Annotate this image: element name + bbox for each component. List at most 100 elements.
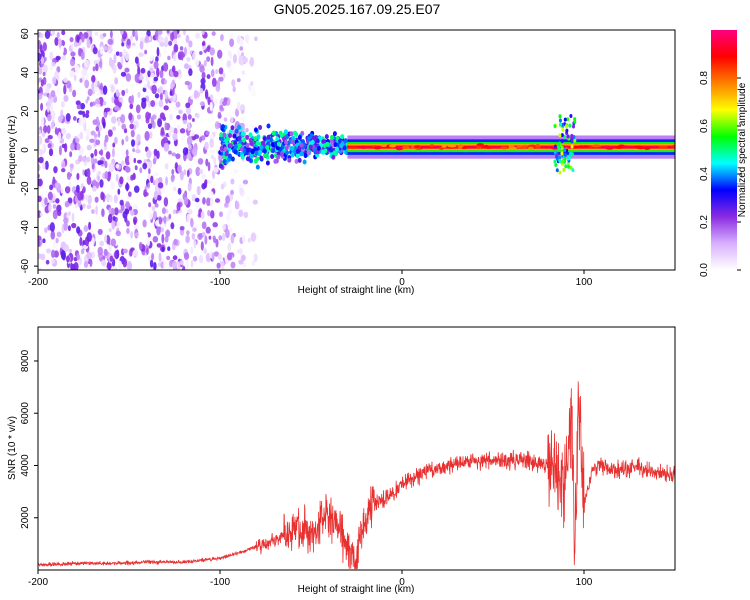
noise-cell <box>67 211 71 216</box>
tone-cell <box>401 146 410 150</box>
noise-cell <box>128 155 133 164</box>
noise-cell <box>115 163 120 169</box>
noise-cell <box>177 187 182 195</box>
noise-cell <box>57 209 62 217</box>
noise-cell <box>124 51 130 61</box>
noise-cell <box>192 147 198 157</box>
noise-cell <box>204 179 208 185</box>
noise-cell <box>109 195 113 203</box>
noise-cell <box>199 65 205 73</box>
spike-cell <box>560 151 564 156</box>
noise-cell <box>217 49 223 59</box>
noise-cell <box>71 168 77 178</box>
noise-cell <box>161 221 165 230</box>
noise-cell <box>205 226 211 234</box>
noise-cell <box>110 238 117 247</box>
noise-cell <box>168 150 172 155</box>
noise-cell <box>196 113 200 119</box>
noise-cell <box>148 202 152 208</box>
noise-cell <box>74 65 80 74</box>
noise-cell <box>147 182 150 189</box>
noise-cell <box>146 149 152 159</box>
noise-cell <box>114 105 119 111</box>
noise-cell <box>112 64 117 74</box>
spike-cell <box>558 114 562 119</box>
tone-start-cell <box>303 153 308 159</box>
noise-cell <box>241 70 245 75</box>
colorbar: 0.0 0.2 0.4 0.6 0.8 Normalized spectral ampl… <box>699 30 748 277</box>
noise-cell <box>106 261 112 270</box>
snr-xtick-label: 0 <box>399 577 405 588</box>
tone-start-cell <box>275 145 280 151</box>
tone-start-cell <box>295 148 300 154</box>
noise-cell <box>139 167 143 174</box>
tone-start-cell <box>262 136 267 142</box>
noise-cell <box>237 48 241 58</box>
noise-cell <box>240 227 245 237</box>
spike-cell <box>571 168 575 173</box>
noise-cell <box>113 194 118 204</box>
noise-cell <box>242 234 246 244</box>
tone-start-cell <box>292 148 297 154</box>
noise-cell <box>142 219 147 228</box>
tone-start-cell <box>312 135 317 141</box>
noise-cell <box>160 261 165 269</box>
noise-cell <box>152 114 157 120</box>
noise-cell <box>199 87 204 94</box>
noise-cell <box>95 103 101 108</box>
spike-cell <box>563 117 567 122</box>
noise-cell <box>156 67 160 78</box>
noise-cell <box>83 225 89 233</box>
noise-cell <box>54 37 59 46</box>
noise-cell <box>153 76 159 82</box>
noise-cell <box>97 130 101 138</box>
noise-cell <box>63 77 68 83</box>
tone-start-cell <box>234 128 239 134</box>
noise-cell <box>112 142 116 148</box>
tone-start-cell <box>245 134 250 140</box>
noise-cell <box>99 240 105 247</box>
noise-cell <box>185 235 190 244</box>
noise-cell <box>226 60 232 68</box>
noise-cell <box>239 56 245 66</box>
noise-cell <box>45 86 50 94</box>
noise-cell <box>100 191 105 201</box>
colorbar-tick-label: 0.2 <box>699 215 710 229</box>
noise-cell <box>149 67 154 72</box>
noise-cell <box>160 227 164 233</box>
noise-cell <box>89 258 93 268</box>
noise-cell <box>141 30 146 37</box>
spike-cell <box>566 161 570 166</box>
noise-cell <box>38 143 41 152</box>
spectrogram-xtick-label: -100 <box>210 277 230 288</box>
noise-cell <box>250 86 256 97</box>
noise-cell <box>90 155 95 165</box>
noise-cell <box>38 163 41 172</box>
noise-cell <box>49 222 55 232</box>
noise-cell <box>136 114 142 120</box>
noise-cell <box>176 114 181 120</box>
noise-cell <box>47 191 53 201</box>
noise-cell <box>218 211 224 218</box>
noise-cell <box>249 56 255 67</box>
noise-cell <box>157 262 161 267</box>
noise-cell <box>61 127 67 135</box>
noise-cell <box>91 82 95 90</box>
tone-cell <box>581 145 591 149</box>
noise-cell <box>92 66 96 72</box>
spike-cell <box>560 139 564 144</box>
tone-start-cell <box>290 152 295 158</box>
noise-cell <box>106 234 110 245</box>
noise-cell <box>86 232 92 243</box>
tone-cell <box>623 145 629 149</box>
noise-cell <box>43 56 47 62</box>
noise-cell <box>186 135 193 146</box>
noise-cell <box>125 166 131 173</box>
noise-cell <box>161 207 166 215</box>
noise-cell <box>92 119 98 126</box>
tone-cell <box>359 145 368 149</box>
noise-cell <box>87 194 92 205</box>
spike-cell <box>570 144 574 149</box>
noise-cell <box>158 252 162 262</box>
